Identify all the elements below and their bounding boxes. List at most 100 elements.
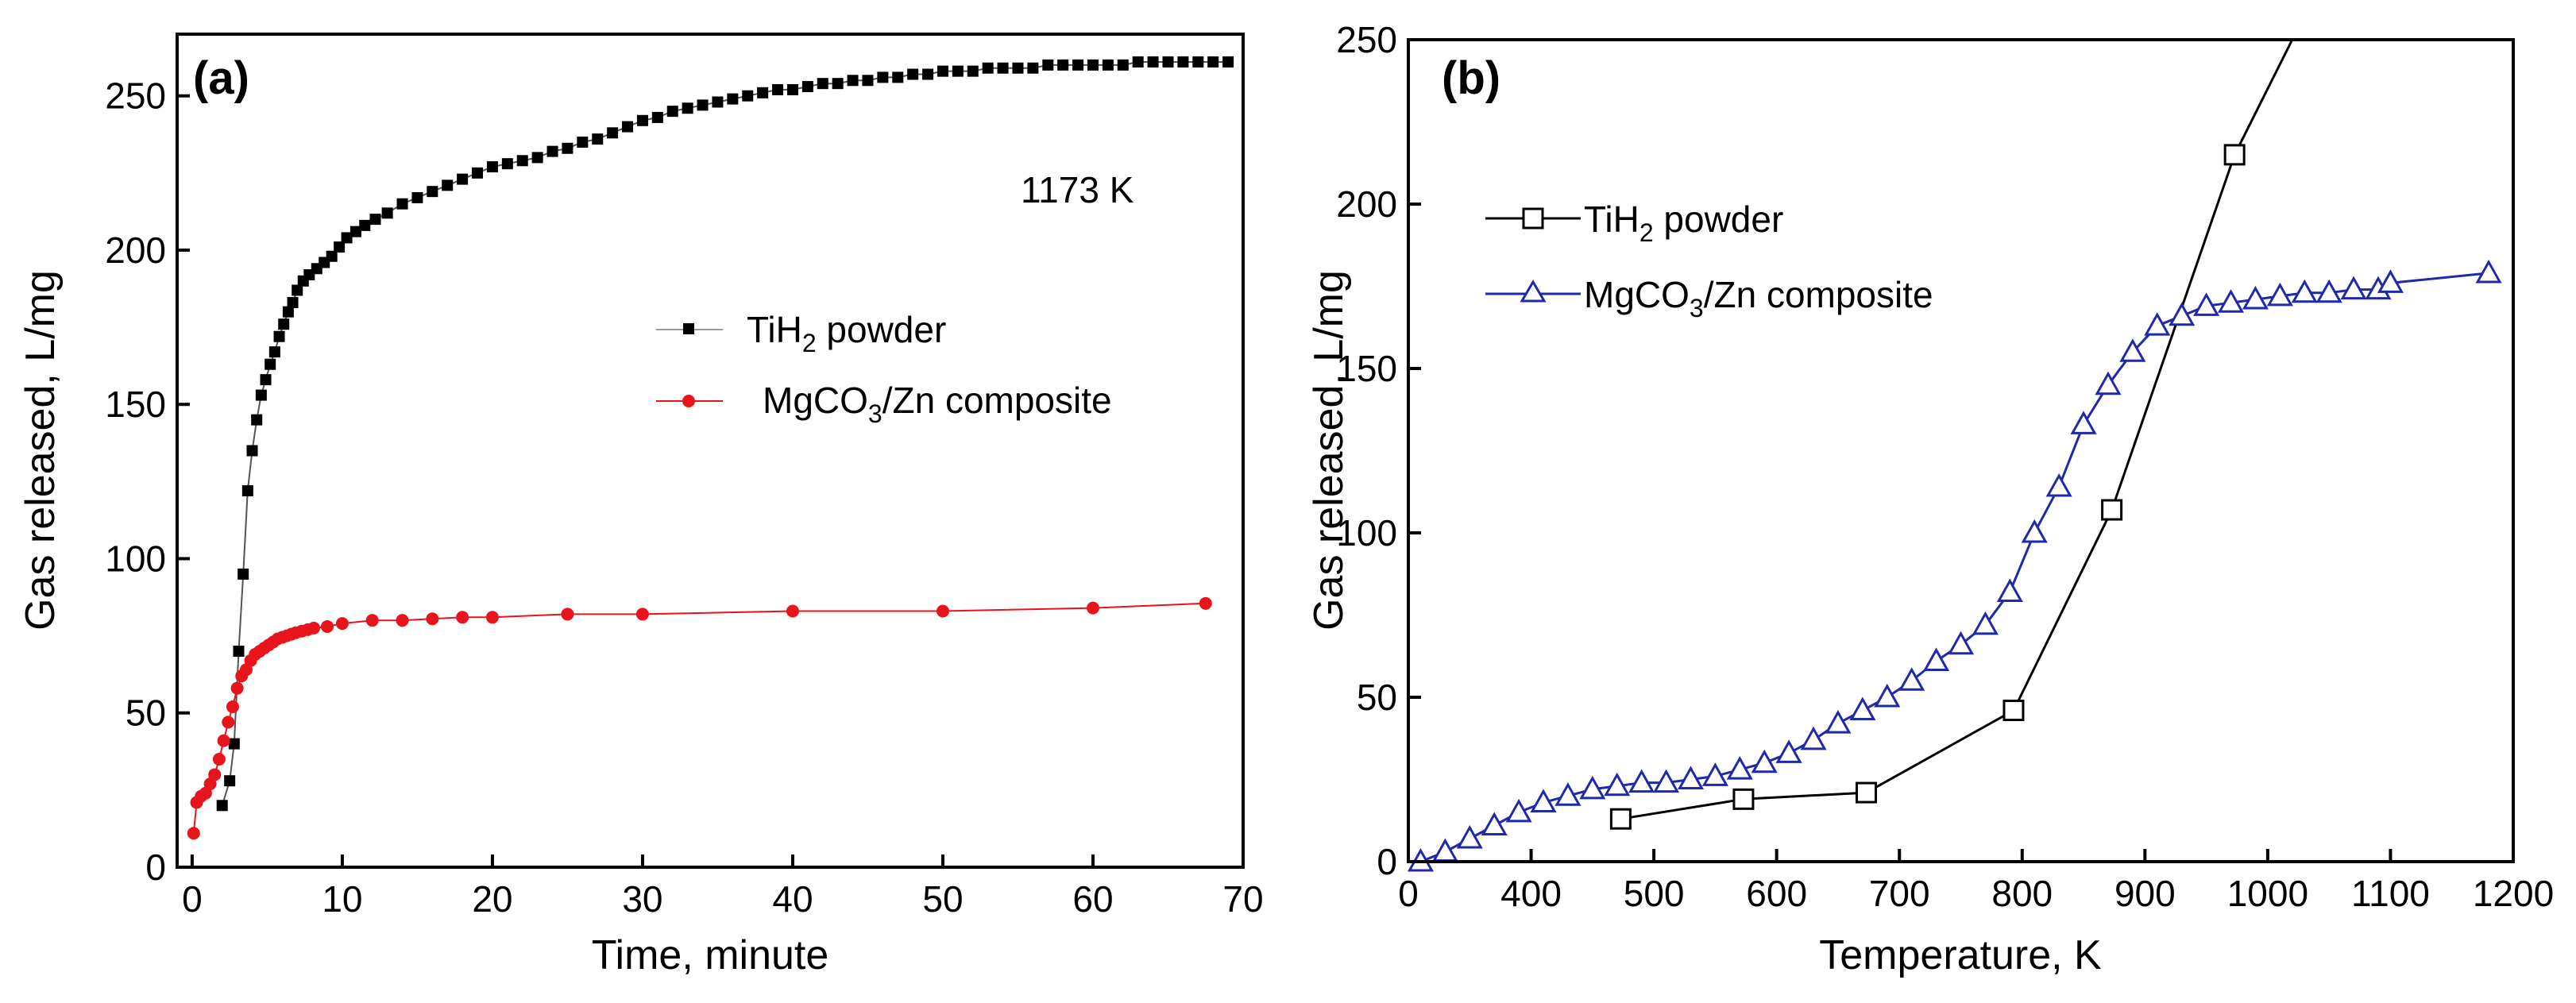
data-point bbox=[636, 114, 648, 126]
data-point bbox=[485, 611, 499, 624]
x-axis-title-a: Time, minute bbox=[592, 932, 829, 978]
data-point bbox=[1192, 56, 1204, 68]
temperature-annotation: 1173 K bbox=[1021, 169, 1134, 210]
data-point bbox=[1554, 782, 1582, 806]
data-point bbox=[1898, 667, 1925, 691]
legend-label-tih2-b: TiH2 powder bbox=[1584, 199, 1783, 247]
data-point bbox=[1653, 769, 1680, 793]
y-tick-label: 150 bbox=[1336, 348, 1397, 389]
data-point bbox=[1132, 56, 1144, 68]
data-point bbox=[997, 62, 1009, 74]
data-point bbox=[2242, 285, 2269, 310]
data-point bbox=[2193, 292, 2220, 316]
data-point bbox=[1751, 749, 1778, 773]
data-point bbox=[2217, 289, 2245, 313]
data-point bbox=[742, 90, 754, 102]
data-point bbox=[592, 133, 604, 145]
data-point bbox=[365, 614, 379, 627]
data-point bbox=[278, 318, 290, 330]
legend-marker-mgco3-a bbox=[682, 395, 695, 407]
data-point bbox=[635, 608, 649, 621]
data-point bbox=[427, 186, 438, 198]
x-tick-label: 800 bbox=[1991, 873, 2053, 914]
data-point bbox=[456, 611, 469, 624]
data-point bbox=[907, 68, 919, 80]
chart-panel-b: 0 400 500 600 700 800 900 1000 1100 1200 0 50 100 15… bbox=[1306, 19, 2554, 978]
legend-label-mgco3-b: MgCO3/Zn composite bbox=[1584, 274, 1933, 322]
data-point bbox=[238, 568, 249, 580]
x-tick-label: 900 bbox=[2114, 873, 2176, 914]
data-point bbox=[1117, 59, 1129, 71]
y-tick-label: 250 bbox=[1336, 19, 1397, 60]
legend-marker-tih2-a bbox=[683, 323, 694, 334]
data-point bbox=[222, 716, 235, 729]
x-tick-label: 700 bbox=[1869, 873, 1930, 914]
data-point bbox=[1726, 756, 1753, 780]
data-point bbox=[2475, 259, 2502, 284]
data-point bbox=[426, 612, 439, 626]
y-tick-label: 0 bbox=[145, 847, 166, 888]
series-tih2-powder-b bbox=[1609, 40, 2294, 830]
data-point bbox=[1947, 631, 1975, 655]
data-point bbox=[2291, 279, 2318, 303]
data-point bbox=[862, 75, 874, 87]
data-point bbox=[651, 111, 663, 123]
data-point bbox=[952, 65, 964, 77]
data-point bbox=[516, 155, 528, 167]
series-mgco3-zn-composite-b bbox=[1407, 259, 2502, 872]
y-axis-title-b: Gas released, L/mg bbox=[1306, 270, 1352, 631]
data-point bbox=[228, 738, 240, 750]
data-point bbox=[1086, 601, 1099, 615]
data-point bbox=[1825, 710, 1852, 734]
data-point bbox=[335, 617, 349, 631]
data-point bbox=[307, 621, 321, 635]
x-tick-label: 1200 bbox=[2473, 873, 2554, 914]
data-point bbox=[396, 614, 409, 627]
data-point bbox=[1027, 62, 1039, 74]
y-ticks-a: 0 50 100 150 200 250 bbox=[105, 75, 190, 888]
x-tick-label: 400 bbox=[1500, 873, 1562, 914]
data-point bbox=[208, 768, 222, 781]
data-point bbox=[1874, 683, 1901, 708]
data-point bbox=[1222, 56, 1234, 68]
data-point bbox=[892, 71, 904, 83]
data-point bbox=[982, 62, 994, 74]
data-point bbox=[1628, 769, 1655, 793]
plot-frame-a bbox=[176, 33, 1245, 869]
x-tick-label: 70 bbox=[1222, 878, 1263, 920]
data-point bbox=[255, 389, 267, 401]
series-line bbox=[192, 602, 1206, 834]
data-point bbox=[1732, 788, 1755, 810]
y-tick-label: 50 bbox=[126, 692, 166, 734]
data-point bbox=[1012, 62, 1024, 74]
data-point bbox=[282, 306, 294, 318]
x-axis-title-b: Temperature, K bbox=[1819, 932, 2102, 978]
data-point bbox=[577, 136, 589, 148]
data-point bbox=[2119, 338, 2146, 362]
data-point bbox=[727, 93, 739, 105]
legend-marker-tih2-b bbox=[1522, 207, 1544, 230]
data-point bbox=[381, 207, 393, 219]
x-tick-label: 10 bbox=[322, 878, 362, 920]
data-point bbox=[411, 191, 423, 203]
data-point bbox=[341, 232, 353, 244]
data-point bbox=[472, 167, 484, 179]
data-point bbox=[1923, 647, 1950, 671]
y-axis-title-a: Gas released, L/mg bbox=[17, 270, 64, 631]
legend-marker-mgco3-b bbox=[1520, 280, 1547, 303]
data-point bbox=[350, 226, 361, 237]
data-point bbox=[442, 179, 454, 191]
data-point bbox=[216, 800, 228, 812]
data-point bbox=[224, 775, 236, 787]
data-point bbox=[287, 297, 299, 309]
data-point bbox=[457, 173, 469, 185]
data-point bbox=[2021, 519, 2048, 543]
data-point bbox=[937, 65, 948, 77]
data-point bbox=[212, 753, 226, 766]
data-point bbox=[561, 608, 574, 621]
data-point bbox=[967, 65, 979, 77]
y-tick-label: 100 bbox=[105, 538, 166, 579]
data-point bbox=[531, 152, 543, 164]
data-point bbox=[1057, 59, 1069, 71]
data-point bbox=[1102, 59, 1114, 71]
